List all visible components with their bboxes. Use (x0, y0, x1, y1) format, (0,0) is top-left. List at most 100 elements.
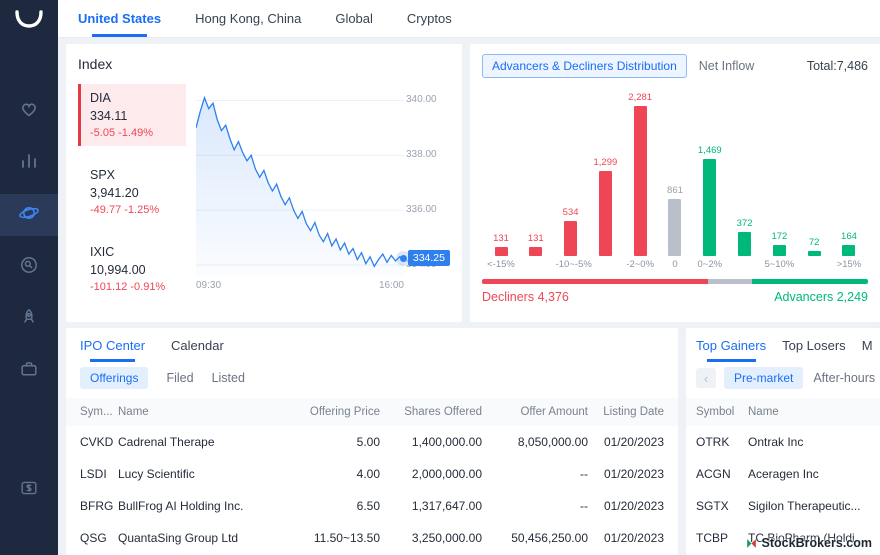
cell: -- (580, 499, 588, 513)
tab-ipo-center[interactable]: IPO Center (80, 338, 146, 362)
tab-m[interactable]: M (861, 338, 873, 353)
sidebar-item-explore[interactable] (0, 194, 58, 236)
pill-pre-market[interactable]: Pre-market (724, 367, 804, 389)
pill-offerings[interactable]: Offerings (80, 367, 149, 389)
movers-table-body: OTRK Ontrak Inc ACGN Aceragen Inc SGTX Sigilo… (686, 426, 880, 554)
dist-bar: 2,281 (625, 92, 655, 256)
index-line-chart (196, 84, 404, 276)
cell: 1,317,647.00 (411, 499, 482, 513)
table-row[interactable]: LSDI Lucy Scientific 4.00 2,000,000.00 -- 01/… (66, 458, 678, 490)
cell: 01/20/2023 (603, 467, 664, 481)
movers-table-head: Symbol Name (686, 398, 880, 426)
distribution-header: Advancers & Decliners Distribution Net I… (482, 54, 868, 78)
y-axis-label: 338.00 (406, 149, 437, 161)
sidebar-item-cash[interactable] (0, 469, 58, 511)
tile-change: -101.12 -0.91% (90, 281, 166, 293)
cell: -- (580, 467, 588, 481)
x-tick-label: 0~2% (697, 259, 723, 270)
subtab-listed[interactable]: Listed (211, 371, 245, 385)
bar (842, 245, 856, 256)
x-tick-label: >15% (836, 259, 862, 270)
tab-united-states[interactable]: United States (76, 11, 163, 37)
table-row[interactable]: SGTX Sigilon Therapeutic... (686, 490, 880, 522)
ipo-table-head: Sym... Name Offering Price Shares Offered Of… (66, 398, 678, 426)
index-tile-dia[interactable]: DIA 334.11 -5.05 -1.49% (78, 84, 186, 146)
heart-icon (19, 99, 39, 124)
cell: 01/20/2023 (603, 435, 664, 449)
x-tick-label (590, 259, 620, 270)
x-tick-label (799, 259, 829, 270)
decliners-segment (482, 279, 708, 284)
index-chart: 334.25 09:30 16:00 340.00338.00336.00334… (196, 84, 450, 298)
x-tick-label (521, 259, 551, 270)
table-row[interactable]: CVKD Cadrenal Therape 5.00 1,400,000.00 8,05… (66, 426, 678, 458)
tab-global[interactable]: Global (335, 11, 373, 26)
bar-value-label: 534 (562, 206, 579, 218)
advance-decline-ratio-bar (482, 279, 868, 284)
subtab-after-hours[interactable]: After-hours (813, 371, 876, 385)
column-header: Shares Offered (380, 398, 482, 426)
tab-calendar[interactable]: Calendar (171, 338, 224, 353)
index-tile-spx[interactable]: SPX 3,941.20 -49.77 -1.25% (78, 161, 186, 223)
time-axis: 09:30 16:00 (196, 280, 404, 291)
bar (772, 244, 786, 256)
tab-top-gainers[interactable]: Top Gainers (696, 338, 767, 362)
cell: QuantaSing Group Ltd (118, 531, 239, 545)
tab-hong-kong-china[interactable]: Hong Kong, China (195, 11, 302, 26)
webull-logo[interactable] (14, 8, 44, 30)
bar (494, 247, 508, 256)
sidebar-item-trade[interactable] (0, 298, 58, 340)
index-tiles: DIA 334.11 -5.05 -1.49% SPX 3,941.20 -49.77 -… (78, 84, 186, 300)
rocket-icon (19, 307, 39, 332)
distribution-bars: 131 131 534 1,299 2,281 861 1,469 372 172 72 164 (482, 86, 868, 256)
dist-bar: 172 (764, 231, 794, 256)
distribution-x-axis: <-15% -10~-5% -2~0% 0 0~2% 5~10% >15% (482, 259, 868, 270)
movers-tabs: Top Gainers Top Losers M (686, 338, 880, 362)
net-inflow-tab[interactable]: Net Inflow (698, 59, 755, 73)
dist-bar: 861 (660, 185, 690, 256)
sidebar-item-portfolio[interactable] (0, 350, 58, 392)
sidebar-item-markets[interactable] (0, 142, 58, 184)
cell: 11.50~13.50 (313, 531, 380, 545)
cell: Sigilon Therapeutic... (748, 499, 861, 513)
index-panel-title: Index (78, 56, 113, 72)
tile-symbol: SPX (90, 168, 116, 182)
stockbrokers-logo-icon (745, 537, 758, 550)
cell: LSDI (80, 467, 107, 481)
time-close-label: 16:00 (378, 280, 404, 291)
bar-value-label: 131 (527, 233, 544, 245)
column-header: Sym... (66, 398, 118, 426)
table-row[interactable]: QSG QuantaSing Group Ltd 11.50~13.50 3,250,… (66, 522, 678, 554)
cell: TCBP (696, 531, 729, 545)
table-row[interactable]: ACGN Aceragen Inc (686, 458, 880, 490)
cell: ACGN (696, 467, 731, 481)
tab-cryptos[interactable]: Cryptos (406, 11, 452, 26)
time-open-label: 09:30 (196, 280, 222, 291)
tile-change: -5.05 -1.49% (90, 127, 153, 139)
table-row[interactable]: OTRK Ontrak Inc (686, 426, 880, 458)
cell: 2,000,000.00 (411, 467, 482, 481)
advancers-decliners-tab[interactable]: Advancers & Decliners Distribution (482, 54, 687, 78)
sidebar (0, 0, 58, 555)
tab-top-losers[interactable]: Top Losers (782, 338, 846, 353)
stockbrokers-watermark: StockBrokers.com (745, 536, 872, 550)
cell: 01/20/2023 (603, 531, 664, 545)
last-price-dot (400, 254, 407, 262)
table-row[interactable]: BFRG BullFrog AI Holding Inc. 6.50 1,317,64… (66, 490, 678, 522)
market-region-tabs: United States Hong Kong, China Global Crypt… (58, 0, 880, 38)
cell: CVKD (80, 435, 114, 449)
sidebar-item-favorites[interactable] (0, 90, 58, 132)
cell: OTRK (696, 435, 730, 449)
prev-page-button[interactable]: ‹ (696, 368, 716, 388)
dist-bar: 534 (556, 207, 586, 256)
cell: Ontrak Inc (748, 435, 804, 449)
column-header: Offer Amount (482, 398, 588, 426)
movers-panel: Top Gainers Top Losers M ‹ Pre-market After… (686, 328, 880, 555)
cell: Aceragen Inc (748, 467, 819, 481)
watermark-text: StockBrokers.com (761, 536, 872, 550)
sidebar-item-quotes[interactable] (0, 246, 58, 288)
subtab-filed[interactable]: Filed (166, 371, 194, 385)
tile-price: 334.11 (90, 109, 128, 123)
index-tile-ixic[interactable]: IXIC 10,994.00 -101.12 -0.91% (78, 238, 186, 300)
session-row: ‹ Pre-market After-hours (686, 362, 880, 398)
